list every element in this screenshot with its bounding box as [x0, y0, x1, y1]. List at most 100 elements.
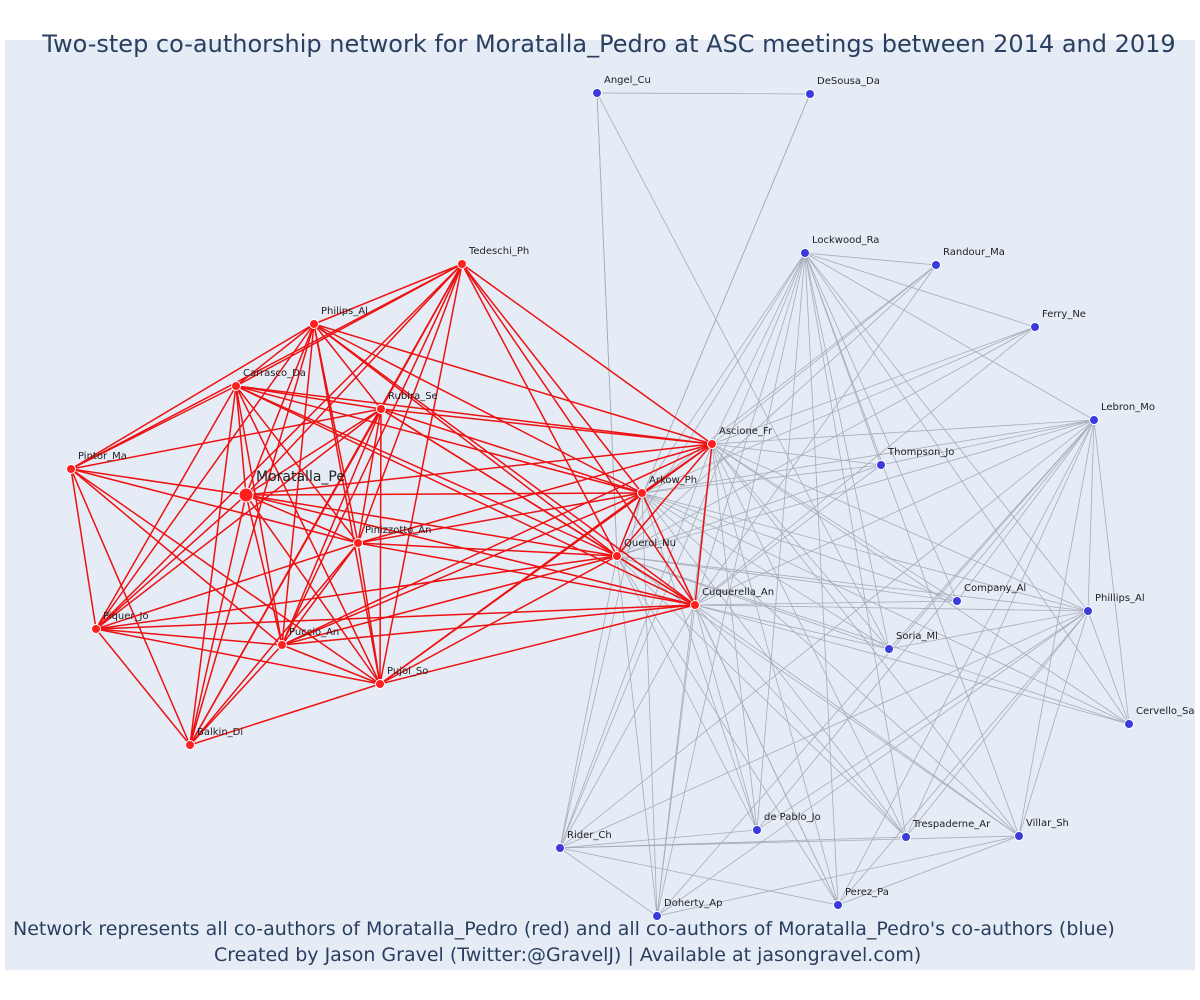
red-edge — [357, 408, 382, 544]
node-phillips-al[interactable] — [1083, 606, 1093, 616]
gray-edge — [616, 93, 811, 557]
gray-edge — [559, 847, 839, 906]
red-edge — [245, 494, 618, 557]
gray-edge — [711, 443, 839, 906]
gray-edge — [596, 92, 811, 95]
node-cuquerella-an[interactable] — [690, 600, 700, 610]
node-label: Arkow_Ph — [649, 475, 697, 486]
node-soria-ml[interactable] — [884, 644, 894, 654]
gray-edge — [905, 419, 1095, 838]
gray-edge — [694, 264, 937, 606]
gray-edge — [616, 555, 758, 831]
red-edge — [461, 263, 713, 445]
caption-credit: Created by Jason Gravel (Twitter:@Gravel… — [214, 944, 922, 966]
red-edge — [313, 323, 618, 557]
red-edge — [281, 408, 382, 646]
gray-edge — [711, 443, 1130, 725]
node-balkin-di[interactable] — [185, 740, 195, 750]
node-label: Angel_Cu — [604, 75, 651, 86]
node-label: Ferry_Ne — [1042, 309, 1086, 320]
node-label: Thompson_Jo — [887, 447, 954, 458]
gray-edge — [694, 604, 1130, 725]
gray-edge — [1093, 419, 1130, 725]
red-edge — [616, 492, 643, 557]
gray-edge — [694, 252, 806, 606]
node-label: Cervello_Sa — [1136, 706, 1194, 717]
gray-edge — [656, 419, 1095, 917]
red-edge — [357, 263, 463, 544]
red-edge — [245, 494, 283, 646]
node-thompson-jo[interactable] — [876, 460, 886, 470]
node-villar-sh[interactable] — [1014, 831, 1024, 841]
red-edge — [70, 468, 247, 496]
gray-edge — [656, 604, 696, 917]
gray-edge — [711, 443, 758, 831]
node-desousa-da[interactable] — [805, 89, 815, 99]
red-edge — [189, 323, 315, 746]
gray-edge — [559, 443, 713, 849]
gray-edge — [559, 555, 618, 849]
gray-edge — [1018, 610, 1089, 837]
gray-edge — [956, 419, 1095, 602]
gray-edge — [616, 419, 1095, 557]
gray-edge — [616, 555, 958, 602]
node-lebron-mo[interactable] — [1089, 415, 1099, 425]
red-edge — [95, 628, 191, 746]
red-edge — [70, 385, 237, 470]
gray-edge — [641, 419, 1095, 494]
gray-edge — [711, 443, 890, 650]
node-philips-al[interactable] — [309, 319, 319, 329]
red-edge — [461, 263, 696, 606]
red-edge — [95, 494, 247, 630]
red-edge — [357, 542, 381, 685]
gray-edge — [756, 252, 806, 831]
node-trespaderne-ar[interactable] — [901, 832, 911, 842]
gray-edge — [616, 555, 1130, 725]
red-edge — [281, 263, 463, 646]
node-de-pablo-jo[interactable] — [752, 825, 762, 835]
node-carrasco-da[interactable] — [231, 381, 241, 391]
node-puccio-an[interactable] — [277, 640, 287, 650]
node-pintor-ma[interactable] — [66, 464, 76, 474]
node-arkow-ph[interactable] — [637, 488, 647, 498]
node-moratalla-pe[interactable] — [238, 487, 254, 503]
node-ferry-ne[interactable] — [1030, 322, 1040, 332]
node-pujol-so[interactable] — [375, 679, 385, 689]
node-label: Piquer_Jo — [103, 611, 149, 622]
gray-edge — [804, 252, 1130, 725]
node-label: Pintor_Ma — [78, 451, 127, 462]
node-label: Puccio_An — [289, 627, 339, 638]
node-piquer-jo[interactable] — [91, 624, 101, 634]
node-doherty-ap[interactable] — [652, 911, 662, 921]
node-cervello-sa[interactable] — [1124, 719, 1134, 729]
red-edge — [380, 408, 713, 445]
gray-edge — [616, 555, 907, 838]
gray-edge — [888, 419, 1095, 650]
node-querol-nu[interactable] — [612, 551, 622, 561]
node-angel-cu[interactable] — [592, 88, 602, 98]
node-rider-ch[interactable] — [555, 843, 565, 853]
node-randour-ma[interactable] — [931, 260, 941, 270]
gray-edge — [711, 443, 1089, 612]
node-company-al[interactable] — [952, 596, 962, 606]
node-pinizzotto-an[interactable] — [353, 538, 363, 548]
gray-edge — [711, 443, 907, 838]
node-ascione-fr[interactable] — [707, 439, 717, 449]
node-label: Querol_Nu — [624, 538, 676, 549]
node-rubira-se[interactable] — [376, 404, 386, 414]
gray-edge — [559, 829, 758, 849]
node-tedeschi-ph[interactable] — [457, 259, 467, 269]
node-lockwood-ra[interactable] — [800, 248, 810, 258]
node-label: Trespaderne_Ar — [912, 819, 991, 830]
red-edge — [70, 263, 463, 470]
node-perez-pa[interactable] — [833, 900, 843, 910]
gray-edge — [559, 610, 1089, 849]
red-edge — [235, 385, 359, 544]
gray-edge — [905, 610, 1089, 838]
gray-edge — [616, 264, 937, 557]
red-edge — [70, 468, 381, 685]
gray-edge — [616, 555, 890, 650]
red-edge — [313, 323, 696, 606]
gray-edge — [694, 604, 1020, 837]
